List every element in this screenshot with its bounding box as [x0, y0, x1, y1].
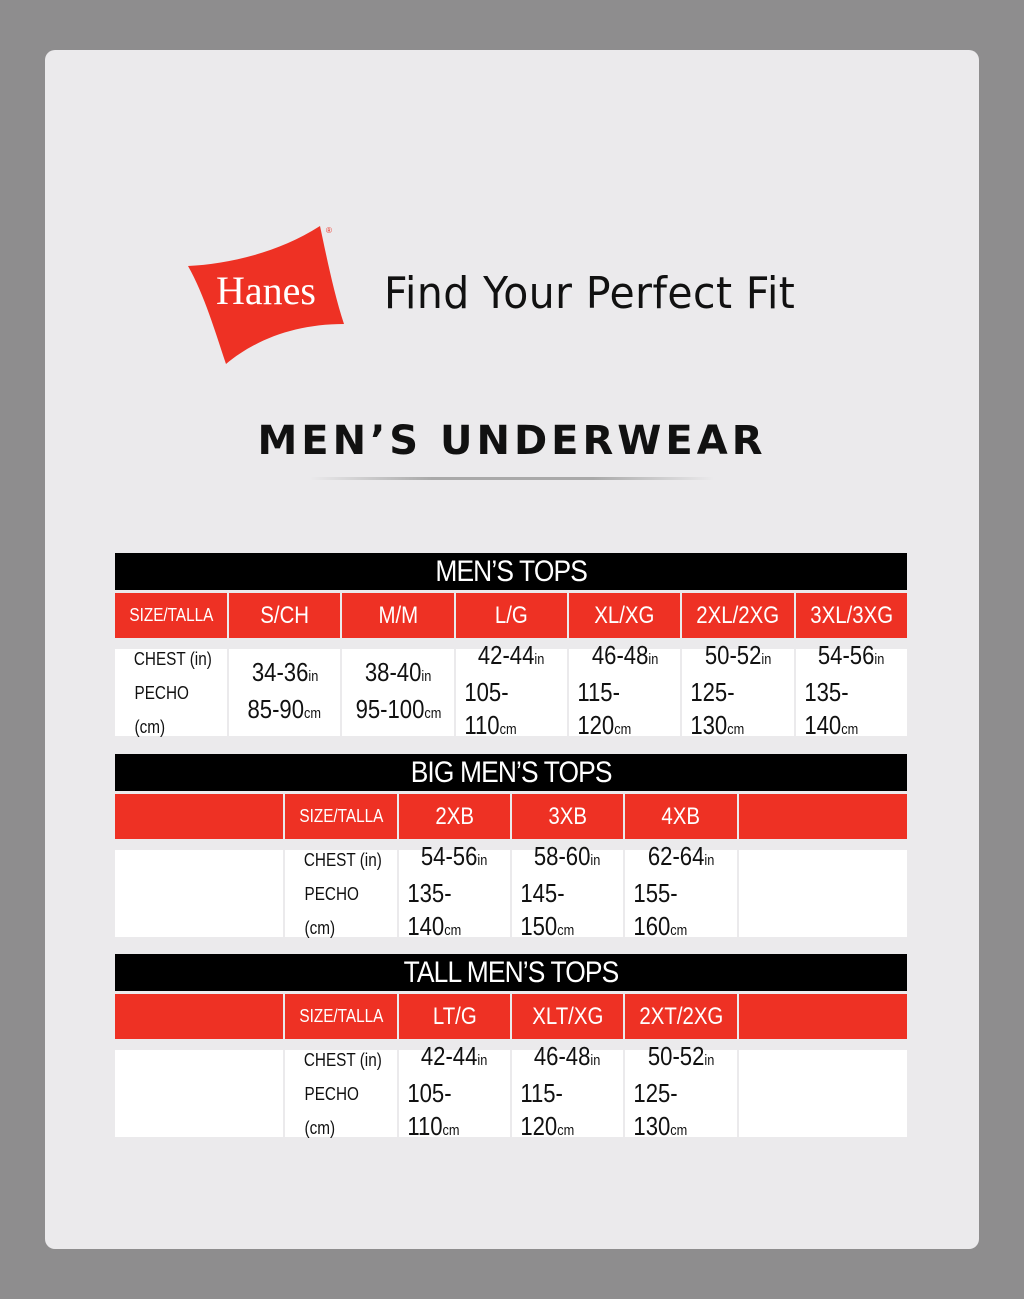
- size-label: SIZE/TALLA: [285, 994, 397, 1039]
- measure-labels: CHEST (in) PECHO (cm): [115, 649, 227, 737]
- chest-cm-value: 125-130cm: [633, 1078, 688, 1141]
- chest-cm-value: 105-110cm: [464, 677, 517, 740]
- blank-cell: [739, 794, 907, 839]
- blank-cell: [115, 1050, 283, 1137]
- size-measurement: 54-56in 135-140cm: [399, 841, 510, 941]
- chest-in-value: 50-52in: [647, 1041, 715, 1071]
- blank-cell: [115, 850, 283, 937]
- chest-cm-value: 145-150cm: [520, 878, 575, 941]
- blank-cell: [739, 994, 907, 1039]
- size-header: XLT/XG: [512, 994, 623, 1039]
- hanes-logo: Hanes ®: [188, 226, 344, 364]
- table-title: BIG MEN’S TOPS: [115, 754, 907, 791]
- tagline: Find Your Perfect Fit: [384, 268, 796, 319]
- blank-cell: [115, 994, 283, 1039]
- chest-in-value: 42-44in: [478, 640, 545, 670]
- size-label: SIZE/TALLA: [115, 593, 227, 638]
- size-measurement: 46-48in 115-120cm: [512, 1041, 623, 1141]
- size-header: 2XL/2XG: [682, 593, 794, 638]
- chest-cm-value: 135-140cm: [407, 878, 462, 941]
- size-measurement: 50-52in 125-130cm: [625, 1041, 737, 1141]
- size-measurement: 34-36in 85-90cm: [229, 649, 341, 736]
- chest-cm-value: 105-110cm: [407, 1078, 460, 1141]
- chest-in-value: 54-56in: [818, 640, 885, 670]
- page-title: MEN’S UNDERWEAR: [257, 418, 767, 464]
- chest-cm-value: 85-90cm: [247, 693, 322, 724]
- size-header: 3XB: [512, 794, 623, 839]
- chest-in-value: 38-40in: [364, 656, 432, 687]
- size-measurement: 38-40in 95-100cm: [342, 649, 454, 736]
- size-table: MEN’S TOPS SIZE/TALLA S/CH M/M L/G XL/XG 2XL/2…: [115, 553, 907, 740]
- size-header: M/M: [342, 593, 454, 638]
- chest-in-value: 62-64in: [647, 841, 715, 871]
- chest-cm-value: 95-100cm: [355, 693, 441, 724]
- measure-labels: CHEST (in) PECHO (cm): [285, 850, 397, 938]
- table-title: TALL MEN’S TOPS: [115, 954, 907, 991]
- size-table: TALL MEN’S TOPS SIZE/TALLA LT/G XLT/XG 2XT/2…: [115, 954, 907, 1141]
- logo-text: Hanes: [216, 268, 316, 313]
- size-label: SIZE/TALLA: [285, 794, 397, 839]
- size-measurement: 54-56in 135-140cm: [795, 640, 907, 740]
- size-header: LT/G: [399, 994, 510, 1039]
- size-header: 4XB: [625, 794, 737, 839]
- chest-in-value: 54-56in: [421, 841, 488, 871]
- svg-text:®: ®: [326, 226, 332, 235]
- chest-in-value: 34-36in: [251, 656, 318, 687]
- chest-cm-value: 135-140cm: [804, 677, 858, 740]
- chest-in-value: 46-48in: [534, 1041, 601, 1071]
- size-measurement: 46-48in 115-120cm: [569, 640, 681, 740]
- size-measurement: 42-44in 105-110cm: [455, 640, 567, 740]
- size-measurement: 58-60in 145-150cm: [512, 841, 623, 941]
- size-header: S/CH: [229, 593, 341, 638]
- measure-labels: CHEST (in) PECHO (cm): [285, 1050, 397, 1138]
- chest-in-value: 42-44in: [421, 1041, 488, 1071]
- chest-in-value: 46-48in: [591, 640, 658, 670]
- size-header: 2XT/2XG: [625, 994, 737, 1039]
- chest-cm-value: 155-160cm: [633, 878, 688, 941]
- size-table: BIG MEN’S TOPS SIZE/TALLA 2XB 3XB 4XB CHEST (…: [115, 754, 907, 941]
- size-header: 2XB: [399, 794, 510, 839]
- blank-cell: [115, 794, 283, 839]
- divider: [310, 477, 714, 480]
- chest-cm-value: 115-120cm: [520, 1078, 575, 1141]
- size-measurement: 42-44in 105-110cm: [399, 1041, 510, 1141]
- chest-in-value: 50-52in: [704, 640, 772, 670]
- size-header: XL/XG: [569, 593, 681, 638]
- blank-cell: [739, 850, 907, 937]
- size-measurement: 50-52in 125-130cm: [682, 640, 794, 740]
- chest-cm-value: 125-130cm: [690, 677, 745, 740]
- chest-in-value: 58-60in: [534, 841, 601, 871]
- chest-cm-value: 115-120cm: [577, 677, 632, 740]
- blank-cell: [739, 1050, 907, 1137]
- size-header: 3XL/3XG: [795, 593, 907, 638]
- size-header: L/G: [455, 593, 567, 638]
- table-title: MEN’S TOPS: [115, 553, 907, 590]
- size-measurement: 62-64in 155-160cm: [625, 841, 737, 941]
